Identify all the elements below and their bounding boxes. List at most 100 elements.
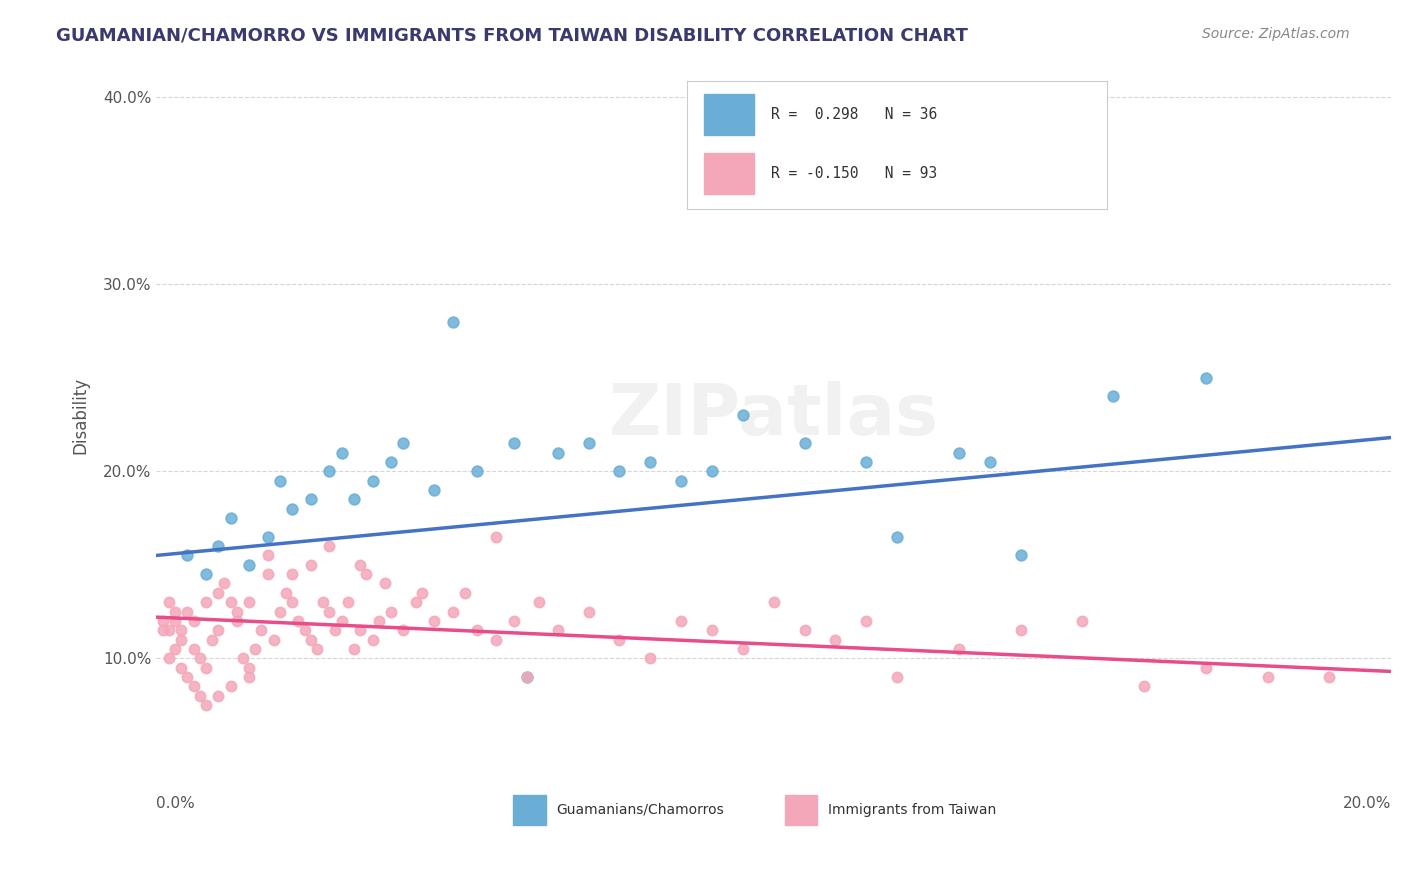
Point: [238, 661, 260, 675]
Text: Source: ZipAtlas.com: Source: ZipAtlas.com: [1202, 27, 1350, 41]
Point: [361, 474, 384, 488]
Point: [256, 549, 278, 563]
Point: [731, 642, 754, 657]
Point: [318, 605, 340, 619]
Point: [163, 614, 186, 628]
Point: [245, 642, 267, 657]
Point: [1133, 679, 1156, 693]
Point: [294, 624, 316, 638]
Point: [1010, 624, 1032, 638]
Point: [1195, 370, 1218, 384]
Point: [343, 642, 366, 657]
Point: [281, 595, 304, 609]
Point: [700, 624, 723, 638]
Point: [157, 595, 180, 609]
Point: [170, 632, 193, 647]
Point: [793, 624, 815, 638]
Point: [609, 464, 631, 478]
Point: [886, 670, 908, 684]
Point: [207, 689, 229, 703]
Point: [214, 576, 236, 591]
Point: [176, 670, 198, 684]
Point: [176, 605, 198, 619]
Point: [374, 576, 396, 591]
Point: [609, 632, 631, 647]
Point: [762, 595, 785, 609]
Point: [269, 474, 291, 488]
Point: [188, 651, 211, 665]
Point: [1102, 389, 1125, 403]
Point: [731, 408, 754, 422]
Point: [343, 492, 366, 507]
Point: [948, 642, 970, 657]
Point: [467, 624, 489, 638]
Point: [1317, 670, 1340, 684]
Point: [330, 614, 353, 628]
Point: [318, 464, 340, 478]
Point: [183, 614, 205, 628]
Point: [250, 624, 273, 638]
Point: [163, 605, 186, 619]
Text: 0.0%: 0.0%: [156, 796, 195, 811]
Point: [281, 567, 304, 582]
Point: [287, 614, 309, 628]
Point: [269, 605, 291, 619]
Point: [176, 549, 198, 563]
Point: [274, 586, 297, 600]
Point: [361, 632, 384, 647]
Point: [441, 605, 464, 619]
Point: [467, 464, 489, 478]
Point: [299, 558, 322, 572]
Point: [225, 605, 247, 619]
Point: [330, 445, 353, 459]
Point: [299, 492, 322, 507]
Point: [232, 651, 254, 665]
Point: [527, 595, 550, 609]
Point: [700, 464, 723, 478]
Point: [1010, 549, 1032, 563]
Point: [305, 642, 328, 657]
Point: [855, 455, 877, 469]
Point: [312, 595, 335, 609]
Point: [157, 624, 180, 638]
Point: [336, 595, 359, 609]
Point: [256, 567, 278, 582]
Point: [503, 436, 526, 450]
Point: [578, 436, 600, 450]
Text: 20.0%: 20.0%: [1343, 796, 1391, 811]
Point: [152, 624, 174, 638]
Text: GUAMANIAN/CHAMORRO VS IMMIGRANTS FROM TAIWAN DISABILITY CORRELATION CHART: GUAMANIAN/CHAMORRO VS IMMIGRANTS FROM TA…: [56, 27, 969, 45]
Point: [207, 624, 229, 638]
Point: [441, 314, 464, 328]
Point: [281, 501, 304, 516]
Point: [516, 670, 538, 684]
Point: [163, 642, 186, 657]
Point: [194, 567, 217, 582]
Point: [503, 614, 526, 628]
Point: [349, 624, 371, 638]
Point: [640, 651, 662, 665]
Point: [948, 445, 970, 459]
Point: [219, 511, 242, 525]
Point: [201, 632, 224, 647]
Point: [183, 642, 205, 657]
Point: [325, 624, 347, 638]
Point: [578, 605, 600, 619]
Point: [547, 445, 569, 459]
Point: [170, 661, 193, 675]
Point: [762, 184, 785, 198]
Point: [423, 614, 446, 628]
Point: [380, 605, 402, 619]
Point: [640, 455, 662, 469]
Point: [405, 595, 427, 609]
Point: [299, 632, 322, 647]
Point: [318, 539, 340, 553]
Point: [194, 661, 217, 675]
Y-axis label: Disability: Disability: [72, 376, 89, 454]
Point: [219, 595, 242, 609]
Point: [1071, 614, 1094, 628]
Point: [207, 586, 229, 600]
Point: [423, 483, 446, 497]
Point: [194, 595, 217, 609]
Point: [152, 614, 174, 628]
